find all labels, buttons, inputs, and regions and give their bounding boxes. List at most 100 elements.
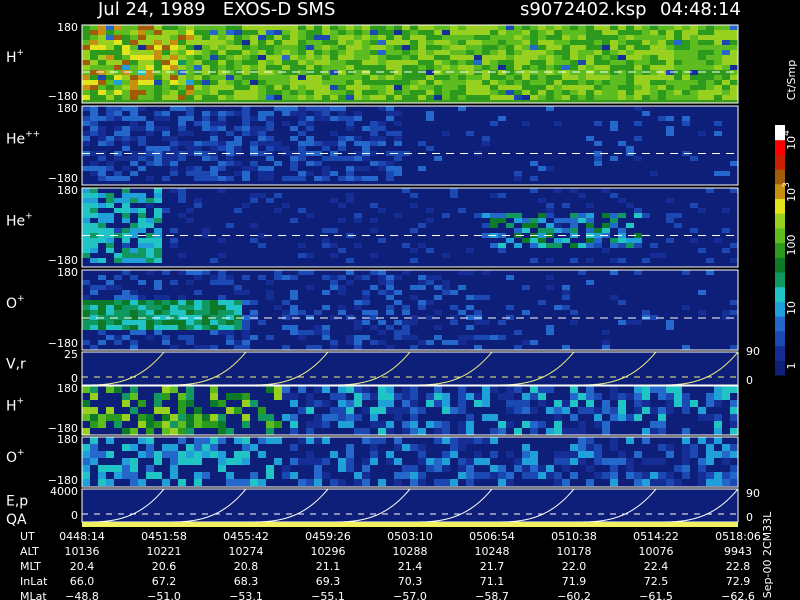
spectrogram-cell [618,393,626,400]
spectrogram-cell [394,166,402,171]
panel-frame [81,269,739,351]
spectrogram-cell [394,171,402,176]
spectrogram-cell [682,400,690,407]
spectrogram-cell [194,50,202,55]
spectrogram-cell [714,428,722,435]
colorbar-tick-label: 1 [785,363,798,370]
y-tick-label: −180 [48,337,78,350]
spectrogram-cell [330,345,338,350]
spectrogram-cell [242,75,250,80]
spectrogram-cell [442,393,450,400]
spectrogram-cell [626,95,634,100]
spectrogram-cell [538,465,546,472]
spectrogram-cell [338,85,346,90]
spectrogram-cell [98,136,106,141]
spectrogram-cell [498,50,506,55]
colorbar-segment [775,227,785,244]
spectrogram-cell [106,136,114,141]
spectrogram-cell [154,400,162,407]
spectrogram-cell [570,35,578,40]
spectrogram-cell [618,300,626,305]
spectrogram-cell [394,75,402,80]
spectrogram-cell [146,444,154,451]
spectrogram-cell [82,95,90,100]
spectrogram-cell [98,414,106,421]
y2-tick-label: 90 [746,345,760,358]
spectrogram-cell [314,65,322,70]
spectrogram-cell [386,458,394,465]
spectrogram-cell [362,335,370,340]
spectrogram-cell [346,60,354,65]
spectrogram-cell [554,414,562,421]
spectrogram-cell [218,25,226,30]
spectrogram-cell [106,238,114,243]
spectrogram-cell [386,25,394,30]
spectrogram-cell [562,345,570,350]
spectrogram-cell [330,479,338,486]
spectrogram-cell [282,111,290,116]
spectrogram-cell [346,121,354,126]
spectrogram-cell [522,465,530,472]
spectrogram-cell [210,25,218,30]
spectrogram-cell [722,228,730,233]
spectrogram-cell [354,243,362,248]
spectrogram-cell [346,166,354,171]
spectrogram-cell [122,50,130,55]
spectrogram-cell [554,472,562,479]
spectrogram-cell [530,25,538,30]
spectrogram-cell [282,121,290,126]
spectrogram-cell [466,90,474,95]
spectrogram-cell [138,243,146,248]
spectrogram-cell [266,437,274,444]
spectrogram-cell [290,85,298,90]
spectrogram-cell [378,45,386,50]
spectrogram-cell [506,393,514,400]
spectrogram-cell [378,166,386,171]
spectrogram-cell [570,75,578,80]
spectrogram-cell [170,65,178,70]
spectrogram-cell [218,111,226,116]
spectrogram-cell [146,243,154,248]
spectrogram-cell [570,451,578,458]
spectrogram-cell [602,30,610,35]
spectrogram-cell [658,65,666,70]
spectrogram-cell [378,400,386,407]
spectrogram-cell [562,479,570,486]
spectrogram-cell [410,45,418,50]
spectrogram-cell [402,465,410,472]
spectrogram-cell [82,203,90,208]
spectrogram-cell [570,95,578,100]
spectrogram-cell [362,75,370,80]
spectrogram-cell [570,258,578,263]
spectrogram-cell [498,55,506,60]
spectrogram-cell [130,30,138,35]
spectrogram-cell [242,444,250,451]
spectrogram-cell [618,258,626,263]
spectrogram-cell [554,60,562,65]
spectrogram-cell [594,407,602,414]
spectrogram-cell [170,386,178,393]
spectrogram-cell [498,213,506,218]
spectrogram-cell [450,60,458,65]
table-cell: 66.0 [70,575,95,588]
spectrogram-cell [498,80,506,85]
spectrogram-cell [330,50,338,55]
spectrogram-cell [642,458,650,465]
spectrogram-cell [82,35,90,40]
spectrogram-cell [218,428,226,435]
spectrogram-cell [146,472,154,479]
spectrogram-cell [410,414,418,421]
spectrogram-cell [586,238,594,243]
table-cell: 67.2 [152,575,177,588]
spectrogram-cell [386,106,394,111]
y-tick-label: 180 [57,382,78,395]
spectrogram-cell [522,340,530,345]
spectrogram-cell [474,35,482,40]
spectrogram-cell [82,340,90,345]
spectrogram-cell [642,55,650,60]
spectrogram-cell [682,451,690,458]
spectrogram-cell [730,60,738,65]
spectrogram-cell [386,80,394,85]
spectrogram-cell [394,141,402,146]
spectrogram-cell [570,188,578,193]
